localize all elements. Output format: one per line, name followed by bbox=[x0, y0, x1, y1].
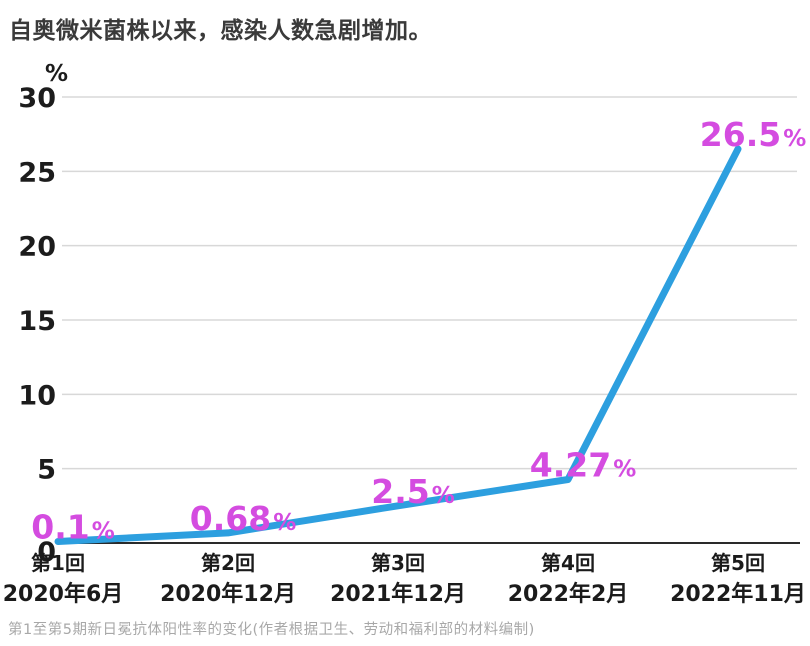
x-tick-date-5: 2022年11月 bbox=[670, 581, 806, 607]
x-tick-date-2: 2020年12月 bbox=[160, 581, 296, 607]
chart-source-caption: 第1至第5期新日冕抗体阳性率的变化(作者根据卫生、劳动和福利部的材料编制) bbox=[8, 622, 535, 638]
data-label-第1回: 0.1% bbox=[31, 508, 115, 547]
x-tick-date-3: 2021年12月 bbox=[330, 581, 466, 607]
x-tick-date-4: 2022年2月 bbox=[508, 581, 629, 607]
x-tick-round-4: 第4回 bbox=[541, 551, 595, 575]
chart-title: 自奥微米菌株以来，感染人数急剧增加。 bbox=[9, 18, 432, 44]
x-tick-round-3: 第3回 bbox=[371, 551, 425, 575]
x-tick-date-1: 2020年6月 bbox=[3, 581, 124, 607]
y-tick-label-5: 5 bbox=[37, 455, 56, 486]
data-label-第3回: 2.5% bbox=[371, 472, 455, 511]
y-tick-label-0: 0 bbox=[37, 537, 56, 568]
data-label-第5回: 26.5% bbox=[700, 115, 806, 154]
y-tick-label-10: 10 bbox=[18, 380, 56, 411]
y-axis-unit-label: % bbox=[45, 61, 68, 87]
x-tick-round-5: 第5回 bbox=[711, 551, 765, 575]
data-label-第2回: 0.68% bbox=[190, 499, 296, 538]
y-tick-label-25: 25 bbox=[18, 157, 56, 188]
y-tick-label-15: 15 bbox=[18, 306, 56, 337]
x-tick-round-1: 第1回 bbox=[31, 551, 85, 575]
positivity-trend-line bbox=[54, 145, 742, 545]
y-tick-label-20: 20 bbox=[18, 232, 56, 263]
data-label-第4回: 4.27% bbox=[530, 446, 636, 485]
y-tick-label-30: 30 bbox=[18, 83, 56, 114]
x-tick-round-2: 第2回 bbox=[201, 551, 255, 575]
